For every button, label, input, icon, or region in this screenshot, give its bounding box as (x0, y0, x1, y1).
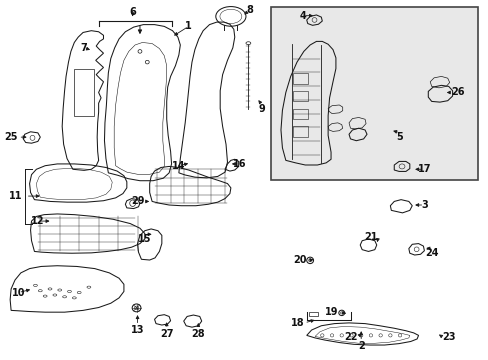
Text: 3: 3 (420, 200, 427, 210)
Text: 27: 27 (160, 329, 173, 339)
Text: 11: 11 (9, 191, 22, 201)
Text: 7: 7 (81, 43, 87, 53)
Text: 15: 15 (138, 234, 151, 244)
Text: 29: 29 (130, 197, 144, 206)
Text: 16: 16 (232, 159, 246, 169)
Text: 10: 10 (12, 288, 25, 297)
Ellipse shape (245, 42, 250, 45)
Text: 2: 2 (357, 341, 364, 351)
Text: 4: 4 (299, 11, 305, 21)
Text: 20: 20 (293, 255, 306, 265)
Text: 17: 17 (417, 164, 430, 174)
Text: 21: 21 (364, 232, 377, 242)
FancyBboxPatch shape (271, 7, 477, 180)
Text: 14: 14 (172, 161, 185, 171)
Text: 26: 26 (451, 87, 464, 98)
Text: 12: 12 (31, 216, 44, 226)
Text: 9: 9 (258, 104, 264, 113)
Text: 25: 25 (4, 132, 18, 142)
Text: 13: 13 (130, 325, 144, 335)
Text: 1: 1 (185, 21, 192, 31)
Text: 24: 24 (424, 248, 438, 258)
Text: 28: 28 (191, 329, 204, 339)
Text: 19: 19 (325, 307, 338, 317)
Text: 23: 23 (441, 332, 454, 342)
Text: 5: 5 (396, 132, 403, 142)
Text: 6: 6 (129, 7, 136, 17)
Text: 8: 8 (245, 5, 252, 15)
Text: 22: 22 (344, 332, 358, 342)
Text: 18: 18 (290, 318, 304, 328)
